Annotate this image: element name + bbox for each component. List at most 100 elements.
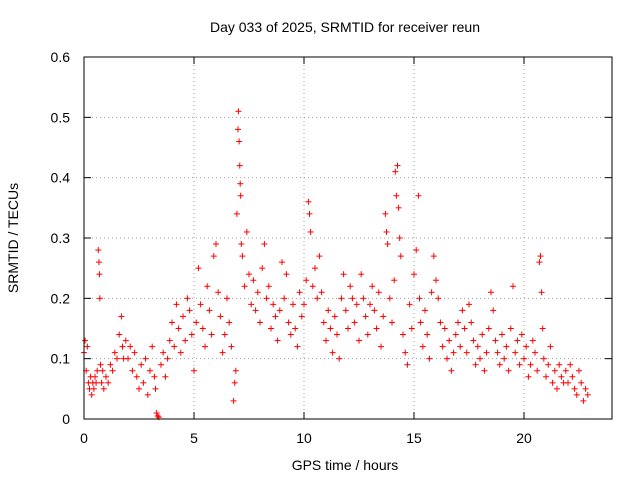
data-point [393, 192, 400, 199]
data-point [138, 361, 145, 368]
data-point [472, 361, 479, 368]
data-point [235, 126, 241, 133]
data-point [312, 265, 318, 272]
data-point [466, 301, 472, 308]
data-point [151, 373, 158, 380]
data-point [353, 301, 360, 308]
data-point [206, 307, 213, 314]
data-point [144, 391, 151, 398]
y-tick-label: 0.5 [51, 109, 71, 125]
data-point [571, 385, 578, 392]
data-point [217, 313, 224, 320]
data-point [149, 343, 156, 350]
data-point [97, 361, 104, 368]
data-point [494, 349, 501, 356]
data-point [433, 277, 439, 284]
data-point [481, 367, 488, 374]
data-point [314, 295, 321, 302]
data-point [441, 325, 448, 332]
data-point [99, 367, 106, 374]
data-point [318, 289, 325, 296]
data-point [166, 337, 173, 344]
data-point [303, 277, 310, 284]
data-point [450, 349, 457, 356]
data-point [238, 241, 245, 248]
data-point [461, 325, 468, 332]
data-point [160, 349, 167, 356]
data-point [84, 343, 91, 350]
data-point [276, 307, 283, 314]
data-point [309, 283, 316, 290]
data-point [111, 349, 118, 356]
data-point [400, 331, 406, 338]
data-point [90, 385, 97, 392]
data-point [228, 343, 235, 350]
data-point [88, 391, 95, 398]
x-axis-label: GPS time / hours [292, 457, 399, 473]
data-point [329, 349, 336, 356]
data-point [298, 313, 305, 320]
data-point [543, 373, 549, 380]
data-point [248, 301, 255, 308]
data-point [243, 228, 250, 235]
data-point [287, 331, 294, 338]
data-point [404, 361, 411, 368]
data-point [411, 271, 417, 278]
data-point [501, 355, 508, 362]
data-point [301, 301, 307, 308]
data-point [237, 180, 244, 187]
data-point [118, 313, 125, 320]
data-point [349, 295, 356, 302]
data-point [416, 295, 423, 302]
data-point [373, 325, 380, 332]
data-point [320, 319, 327, 326]
data-point [347, 283, 354, 290]
data-point [204, 283, 211, 290]
data-point [158, 361, 164, 368]
data-point [408, 325, 415, 332]
data-point [92, 373, 98, 380]
data-point [518, 331, 525, 338]
data-point [184, 295, 191, 302]
data-point [103, 373, 109, 380]
grid-lines [84, 57, 612, 419]
data-point [477, 355, 483, 362]
data-point [294, 343, 301, 350]
data-point [96, 271, 103, 278]
data-point [430, 253, 437, 260]
data-point [457, 343, 464, 350]
data-point [549, 379, 556, 386]
data-point [285, 319, 292, 326]
data-point [351, 319, 358, 326]
data-point [100, 385, 107, 392]
data-point [230, 397, 237, 404]
data-point [195, 265, 202, 272]
data-point [334, 331, 340, 338]
data-point [95, 247, 102, 254]
data-point [470, 337, 477, 344]
data-point [507, 325, 514, 332]
data-point [153, 409, 160, 416]
data-point [525, 373, 532, 380]
data-point [236, 138, 243, 145]
data-point [105, 379, 112, 386]
data-point [424, 331, 431, 338]
data-point [133, 373, 140, 380]
data-point [340, 271, 347, 278]
data-point [392, 168, 399, 175]
data-point [527, 361, 534, 368]
data-point [406, 301, 413, 308]
data-point [125, 355, 131, 362]
data-point [331, 313, 338, 320]
data-point [463, 349, 470, 356]
data-point [413, 247, 420, 254]
data-point [202, 343, 208, 350]
data-point [226, 319, 233, 326]
data-point [383, 228, 390, 235]
data-point [536, 259, 543, 266]
data-point [270, 301, 277, 308]
data-point [272, 313, 279, 320]
data-point [107, 361, 114, 368]
data-point [382, 210, 389, 217]
